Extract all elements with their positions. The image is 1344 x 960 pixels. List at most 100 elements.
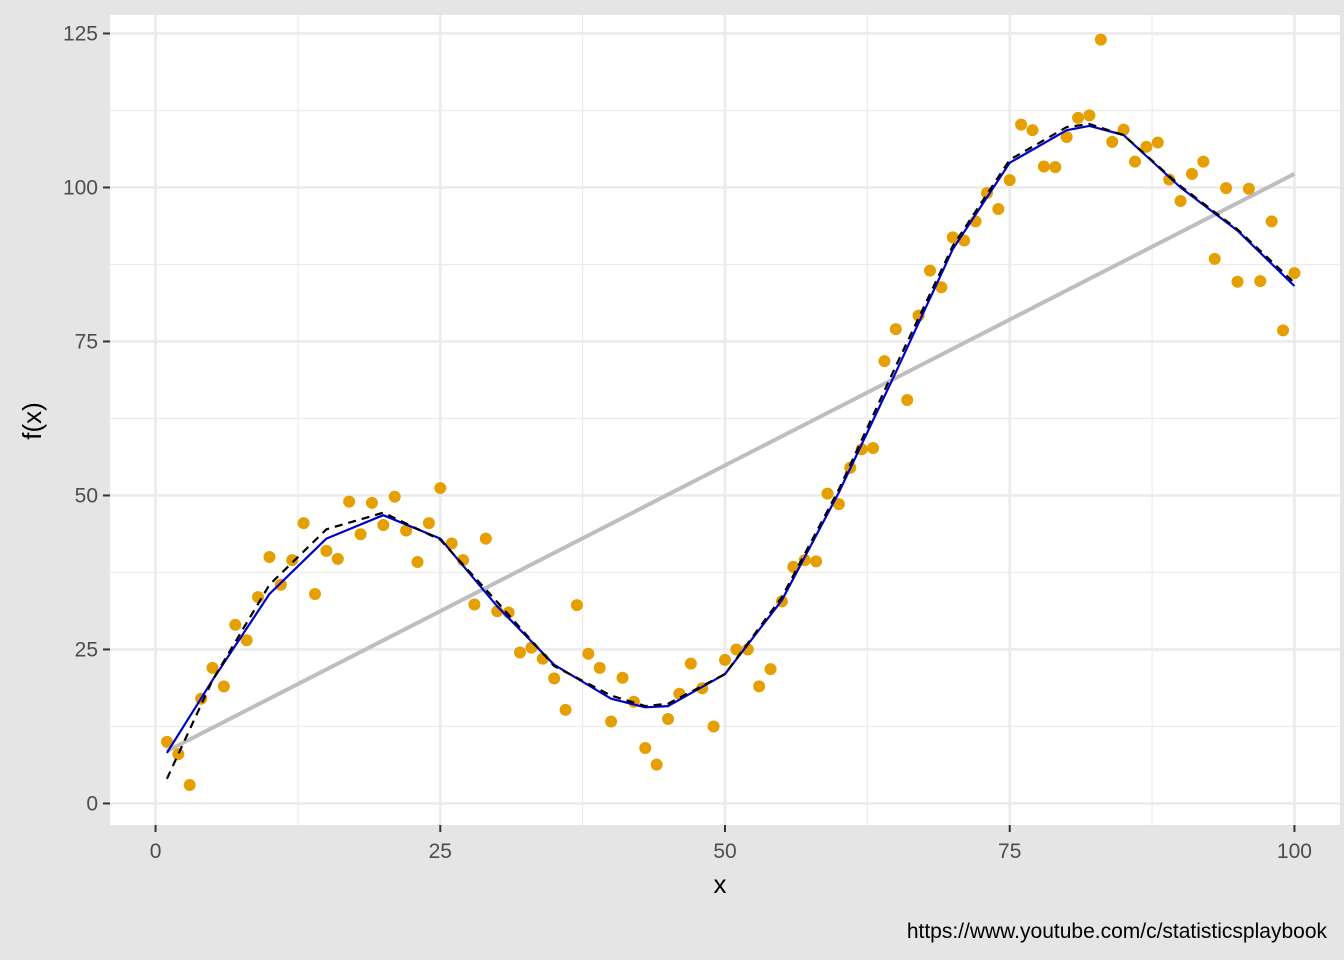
- x-tick-label: 50: [713, 840, 736, 863]
- data-point: [297, 517, 310, 530]
- data-point: [582, 647, 595, 660]
- data-point: [252, 591, 265, 604]
- data-point: [924, 264, 936, 277]
- data-point: [468, 598, 481, 611]
- data-point: [411, 555, 424, 568]
- data-point: [832, 498, 845, 511]
- data-point: [787, 560, 800, 573]
- data-point: [878, 355, 891, 368]
- data-point: [1015, 118, 1028, 131]
- x-axis-title: x: [714, 869, 727, 899]
- data-point: [400, 524, 413, 537]
- data-point: [1163, 173, 1176, 186]
- data-point: [946, 231, 959, 244]
- data-point: [1003, 174, 1016, 187]
- data-point: [525, 641, 538, 654]
- data-point: [730, 643, 743, 656]
- data-point: [570, 599, 583, 612]
- data-point: [354, 528, 367, 541]
- data-point: [1220, 182, 1233, 195]
- y-tick-label: 50: [75, 484, 98, 507]
- data-point: [992, 203, 1005, 216]
- data-point: [935, 281, 948, 294]
- data-point: [172, 748, 185, 761]
- data-point: [377, 519, 390, 532]
- data-point: [445, 537, 458, 550]
- data-point: [274, 578, 287, 591]
- data-point: [616, 671, 629, 684]
- data-point: [1083, 109, 1096, 122]
- data-point: [753, 680, 766, 693]
- chart-caption: https://www.youtube.com/c/statisticsplay…: [907, 920, 1328, 943]
- data-point: [1026, 124, 1039, 137]
- y-axis-ticks: 0 25 50 75 100 125: [63, 22, 110, 815]
- data-point: [1265, 215, 1278, 228]
- data-point: [901, 393, 914, 406]
- data-point: [309, 588, 321, 601]
- data-point: [217, 680, 230, 693]
- data-point: [263, 551, 276, 564]
- x-tick-label: 100: [1277, 840, 1312, 863]
- y-tick-label: 125: [63, 22, 98, 45]
- data-point: [1117, 123, 1130, 136]
- data-point: [229, 618, 242, 631]
- data-point: [1151, 136, 1164, 149]
- data-point: [240, 634, 253, 647]
- data-point: [1208, 252, 1221, 265]
- data-point: [1129, 155, 1141, 168]
- data-point: [1060, 130, 1073, 143]
- y-tick-label: 75: [75, 330, 98, 353]
- data-point: [1094, 33, 1107, 46]
- data-point: [183, 778, 196, 791]
- data-point: [365, 496, 378, 509]
- data-point: [889, 323, 902, 336]
- data-point: [559, 703, 572, 716]
- data-point: [1140, 140, 1153, 153]
- data-point: [593, 661, 606, 674]
- true-function-layer: [165, 122, 1296, 780]
- smooth-fit-layer: [165, 124, 1296, 754]
- linear-fit-line: [165, 172, 1296, 753]
- data-point: [388, 490, 401, 503]
- data-point: [331, 552, 344, 565]
- data-point: [1049, 161, 1062, 174]
- data-point: [764, 663, 777, 676]
- data-point: [1037, 160, 1050, 173]
- x-tick-label: 25: [429, 840, 452, 863]
- data-point: [422, 517, 435, 530]
- data-point: [320, 544, 333, 557]
- data-point: [605, 715, 618, 728]
- y-tick-label: 100: [63, 176, 98, 199]
- data-point: [286, 554, 299, 567]
- data-point: [1174, 195, 1187, 208]
- data-point: [1288, 267, 1301, 280]
- data-point: [639, 742, 652, 755]
- data-point: [1277, 324, 1290, 337]
- x-tick-label: 75: [998, 840, 1021, 863]
- data-point: [810, 555, 823, 568]
- data-point: [650, 758, 663, 771]
- data-point: [1072, 111, 1085, 124]
- data-point: [479, 532, 492, 545]
- y-tick-label: 25: [75, 638, 98, 661]
- data-point: [160, 735, 173, 748]
- data-point: [707, 720, 720, 733]
- data-point: [821, 487, 834, 500]
- x-tick-label: 0: [150, 840, 162, 863]
- data-point: [434, 482, 447, 495]
- linear-fit-layer: [165, 172, 1296, 753]
- data-point: [867, 442, 880, 455]
- data-point: [684, 657, 697, 670]
- data-point: [1231, 275, 1244, 288]
- y-tick-label: 0: [86, 792, 98, 815]
- x-axis-ticks: 0 25 50 75 100: [150, 825, 1312, 863]
- smooth-fit-line: [165, 124, 1296, 754]
- data-point: [1106, 135, 1119, 148]
- data-point: [548, 672, 561, 685]
- data-point: [719, 653, 731, 666]
- data-point: [206, 661, 219, 674]
- data-point: [1185, 167, 1198, 180]
- data-point: [1254, 275, 1267, 288]
- data-point: [662, 713, 675, 726]
